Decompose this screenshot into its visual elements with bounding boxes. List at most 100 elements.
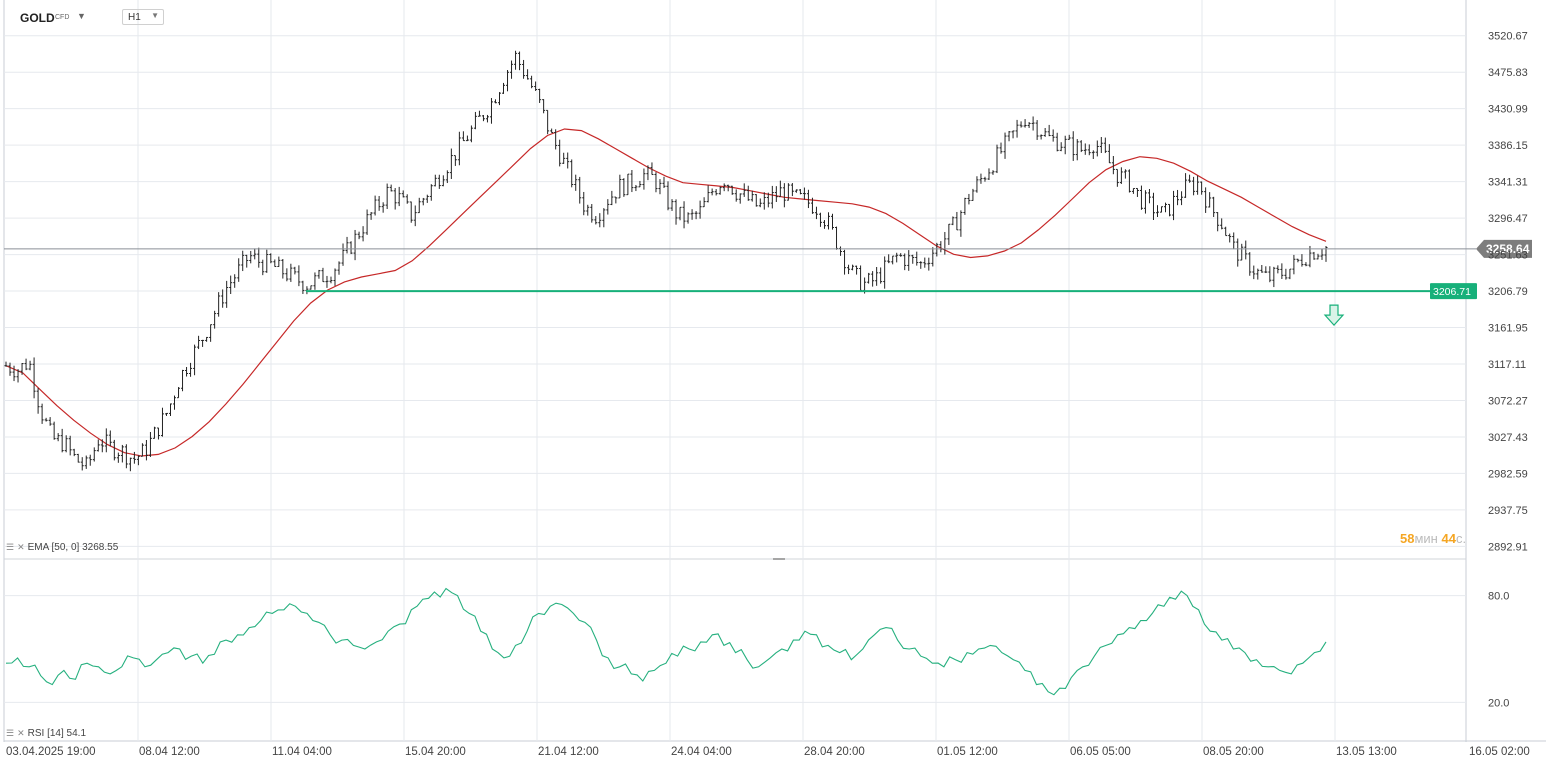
price-tick-label: 3430.99 xyxy=(1488,104,1528,116)
candle xyxy=(108,430,112,447)
candle xyxy=(818,212,822,227)
candle xyxy=(253,248,257,260)
time-tick-label: 08.04 12:00 xyxy=(139,746,200,758)
candle xyxy=(1047,124,1051,137)
time-tick-label: 15.04 20:00 xyxy=(405,746,466,758)
candle xyxy=(189,362,193,377)
grid xyxy=(3,0,1546,742)
candle xyxy=(642,168,646,190)
rsi-legend[interactable]: ☰ ✕ RSI [14] 54.1 xyxy=(6,728,86,739)
candle xyxy=(1023,119,1027,128)
symbol-dropdown-icon[interactable]: ▼ xyxy=(77,11,86,21)
timer-seconds: 44 xyxy=(1441,531,1456,546)
candle xyxy=(277,256,281,268)
candle xyxy=(871,271,875,287)
candle xyxy=(233,274,237,288)
candle xyxy=(582,191,586,216)
candle xyxy=(959,210,963,237)
price-tick-label: 3161.95 xyxy=(1488,323,1528,335)
close-icon[interactable]: ✕ xyxy=(17,542,25,552)
candle xyxy=(209,324,213,342)
timer-minutes: 58 xyxy=(1400,531,1415,546)
candle xyxy=(702,197,706,208)
time-tick-label: 01.05 12:00 xyxy=(937,746,998,758)
candle xyxy=(152,426,156,439)
candle xyxy=(1164,202,1168,213)
candle xyxy=(610,190,614,206)
candle xyxy=(1252,265,1256,280)
candle xyxy=(144,439,148,461)
rsi-tick-label: 80.0 xyxy=(1488,591,1509,603)
candle xyxy=(1260,264,1264,273)
axis-labels: 3520.67 3475.83 3430.99 3386.15 3341.31 3296.… xyxy=(6,31,1530,758)
candle xyxy=(92,447,96,462)
candle xyxy=(806,189,810,209)
candle xyxy=(694,211,698,220)
candle xyxy=(177,387,181,399)
candle xyxy=(879,267,883,284)
candle xyxy=(100,439,104,453)
candle xyxy=(48,417,52,426)
candle xyxy=(915,251,919,266)
candle xyxy=(1316,253,1320,260)
last-price-tag-bg xyxy=(1476,239,1532,258)
rsi-series-path xyxy=(5,587,1327,696)
candle xyxy=(485,114,489,123)
candle xyxy=(68,435,72,456)
price-tick-label: 3027.43 xyxy=(1488,432,1528,444)
candle xyxy=(1284,268,1288,280)
candle xyxy=(690,209,694,220)
candle xyxy=(638,180,642,188)
candle xyxy=(650,162,654,176)
candle xyxy=(433,174,437,187)
candle xyxy=(562,152,566,164)
settings-icon[interactable]: ☰ xyxy=(6,728,15,738)
candle xyxy=(895,252,899,263)
settings-icon[interactable]: ☰ xyxy=(6,542,15,552)
candle xyxy=(674,199,678,225)
candle xyxy=(847,264,851,275)
candle xyxy=(530,75,534,89)
timeframe-select[interactable]: H1 ▼ xyxy=(122,9,164,25)
candle xyxy=(618,174,622,199)
candle xyxy=(116,452,120,463)
candle xyxy=(546,109,550,135)
candle xyxy=(24,358,28,371)
candle xyxy=(193,344,197,376)
close-icon[interactable]: ✕ xyxy=(17,728,25,738)
candle xyxy=(794,189,798,193)
candle xyxy=(409,201,413,223)
candle xyxy=(919,261,923,269)
candle xyxy=(790,183,794,197)
candle xyxy=(245,254,249,268)
candle xyxy=(1264,266,1268,274)
candle xyxy=(4,361,8,367)
candle xyxy=(1280,263,1284,279)
candles xyxy=(4,50,1328,472)
chart-header: GOLD CFD ▼ H1 ▼ xyxy=(0,0,400,34)
candle xyxy=(225,280,229,308)
candle xyxy=(309,285,313,290)
price-tick-label: 2937.75 xyxy=(1488,505,1528,517)
candle xyxy=(1019,121,1023,128)
candle xyxy=(1155,205,1159,217)
candle xyxy=(40,403,44,424)
candle xyxy=(120,444,124,463)
ema-legend[interactable]: ☰ ✕ EMA [50, 0] 3268.55 xyxy=(6,542,118,553)
candle xyxy=(774,186,778,202)
candle xyxy=(1308,245,1312,268)
candle xyxy=(722,183,726,192)
candle xyxy=(574,174,578,191)
symbol-name[interactable]: GOLD xyxy=(20,11,55,25)
candle xyxy=(289,263,293,282)
candle xyxy=(987,168,991,181)
candle xyxy=(526,69,530,80)
candle xyxy=(935,242,939,257)
candle xyxy=(1091,150,1095,159)
candle xyxy=(317,269,321,279)
candle xyxy=(867,272,871,284)
candle xyxy=(510,60,514,79)
candle xyxy=(1176,189,1180,206)
candle xyxy=(590,204,594,223)
